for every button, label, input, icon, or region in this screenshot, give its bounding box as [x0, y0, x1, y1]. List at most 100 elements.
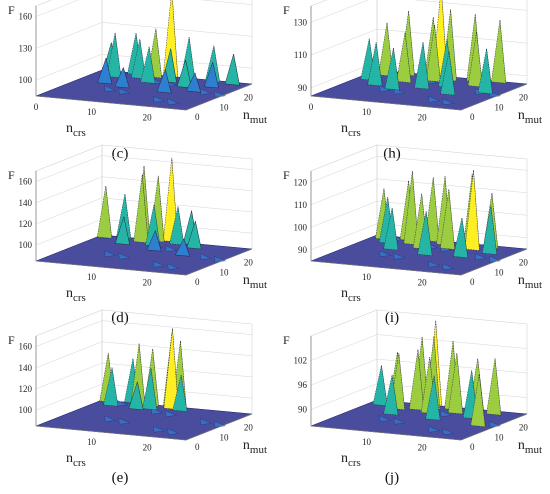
y-tick-label: 0 — [470, 112, 475, 122]
surface-peak — [203, 61, 219, 89]
surface-peak — [491, 20, 507, 84]
z-gridline — [35, 0, 253, 17]
peak-facet-front — [97, 185, 112, 239]
z-gridline — [35, 320, 253, 347]
y-tick-label: 10 — [219, 102, 229, 112]
y-tick-label: 10 — [494, 267, 504, 277]
x-tick-label: 10 — [362, 272, 372, 282]
z-gridline — [310, 28, 528, 56]
surface-peak — [414, 42, 430, 90]
peak-facet-front — [172, 375, 188, 412]
z-tick-label: 140 — [19, 198, 33, 208]
surface-ripple — [442, 263, 455, 270]
x-axis — [35, 260, 187, 276]
peak-facet-front — [448, 353, 463, 415]
peak-facet-front — [396, 32, 412, 83]
peak-facet-front — [417, 211, 433, 256]
y-axis-label: nmut — [243, 438, 267, 456]
x-axis — [310, 425, 462, 441]
z-tick-label: 90 — [298, 83, 308, 93]
z-tick-label: 160 — [19, 12, 33, 22]
z-axis-label: F — [8, 3, 15, 17]
surface-ripple — [167, 428, 180, 435]
surface-peak — [186, 72, 202, 93]
x-tick-label: 10 — [87, 107, 97, 117]
surface-peak — [425, 25, 441, 83]
peak-facet-front — [146, 230, 162, 252]
peak-facet-front — [156, 68, 172, 94]
y-tick-label: 0 — [195, 277, 200, 287]
y-axis — [460, 413, 528, 441]
surface-peak — [396, 32, 412, 84]
panel-caption: (d) — [111, 310, 129, 326]
z-tick-label: 90 — [298, 245, 308, 255]
surface-peak — [97, 185, 112, 239]
y-tick-label: 20 — [519, 93, 529, 103]
z-gridline — [35, 53, 253, 81]
surface-plot-2: 90 110 130 F 0 10 20 0 10 20 ncrs nmut — [283, 0, 542, 139]
peak-facet-front — [467, 31, 483, 88]
peak-facet-front — [491, 20, 507, 84]
surface-ripple — [118, 417, 131, 425]
y-tick-label: 0 — [195, 442, 200, 452]
x-tick-label: 10 — [362, 107, 372, 117]
x-axis-label: ncrs — [341, 451, 361, 469]
surface-peak — [97, 57, 113, 85]
peak-facet-front — [384, 48, 400, 91]
surface-peak — [174, 238, 191, 257]
z-tick-label: 160 — [19, 342, 33, 352]
peak-facet-front — [131, 39, 146, 80]
surface-ripple — [165, 410, 178, 417]
x-axis-label: ncrs — [341, 286, 361, 304]
z-gridline — [35, 341, 253, 368]
x-axis-label: ncrs — [66, 121, 86, 139]
peak-facet-front — [169, 206, 185, 246]
y-axis-label: nmut — [243, 108, 267, 126]
surface-ripple — [379, 250, 392, 257]
surface-ripple — [165, 245, 178, 252]
z-tick-label: 102 — [294, 356, 308, 366]
surface-ripple — [199, 253, 212, 260]
x-axis — [35, 95, 187, 111]
surface-peak — [384, 48, 400, 91]
surface-peak — [417, 211, 433, 257]
surface-peak — [186, 220, 202, 250]
panel-caption: (c) — [111, 146, 129, 162]
y-axis — [185, 413, 253, 441]
y-tick-label: 0 — [470, 277, 475, 287]
surface-ripple — [153, 260, 166, 268]
y-axis-label: nmut — [518, 273, 542, 291]
surface-peak — [367, 42, 383, 87]
surface-ripple — [118, 252, 131, 260]
surface-peak — [103, 367, 119, 407]
peak-facet-front — [163, 157, 178, 243]
z-axis-label: F — [8, 333, 15, 347]
peak-facet-front — [425, 375, 441, 421]
peak-facet-front — [176, 59, 192, 89]
surface-ripple — [118, 87, 131, 95]
peak-facet-front — [103, 367, 119, 407]
x-tick-label: 0 — [34, 102, 39, 112]
x-tick-label: 10 — [87, 437, 97, 447]
z-axis-label: F — [8, 168, 15, 182]
peak-facet-front — [372, 365, 388, 406]
x-tick-label: 20 — [418, 442, 428, 452]
peak-facet-front — [453, 217, 469, 259]
y-tick-label: 20 — [519, 423, 529, 433]
z-tick-label: 100 — [294, 222, 308, 232]
peak-facet-front — [97, 57, 113, 85]
peak-facet-front — [163, 328, 179, 410]
peak-facet-front — [403, 171, 419, 246]
surface-peak — [156, 68, 172, 94]
surface-peak — [372, 365, 388, 407]
surface-ripple — [167, 98, 180, 105]
peak-facet-front — [133, 174, 149, 244]
surface-peak — [470, 374, 486, 428]
surface-ripple — [104, 415, 117, 422]
surface-ripple — [199, 418, 212, 425]
surface-ripple — [393, 87, 406, 95]
z-tick-label: 120 — [19, 219, 33, 229]
surface-ripple — [379, 415, 392, 422]
surface-peak — [146, 230, 162, 252]
peak-facet-front — [203, 61, 219, 89]
